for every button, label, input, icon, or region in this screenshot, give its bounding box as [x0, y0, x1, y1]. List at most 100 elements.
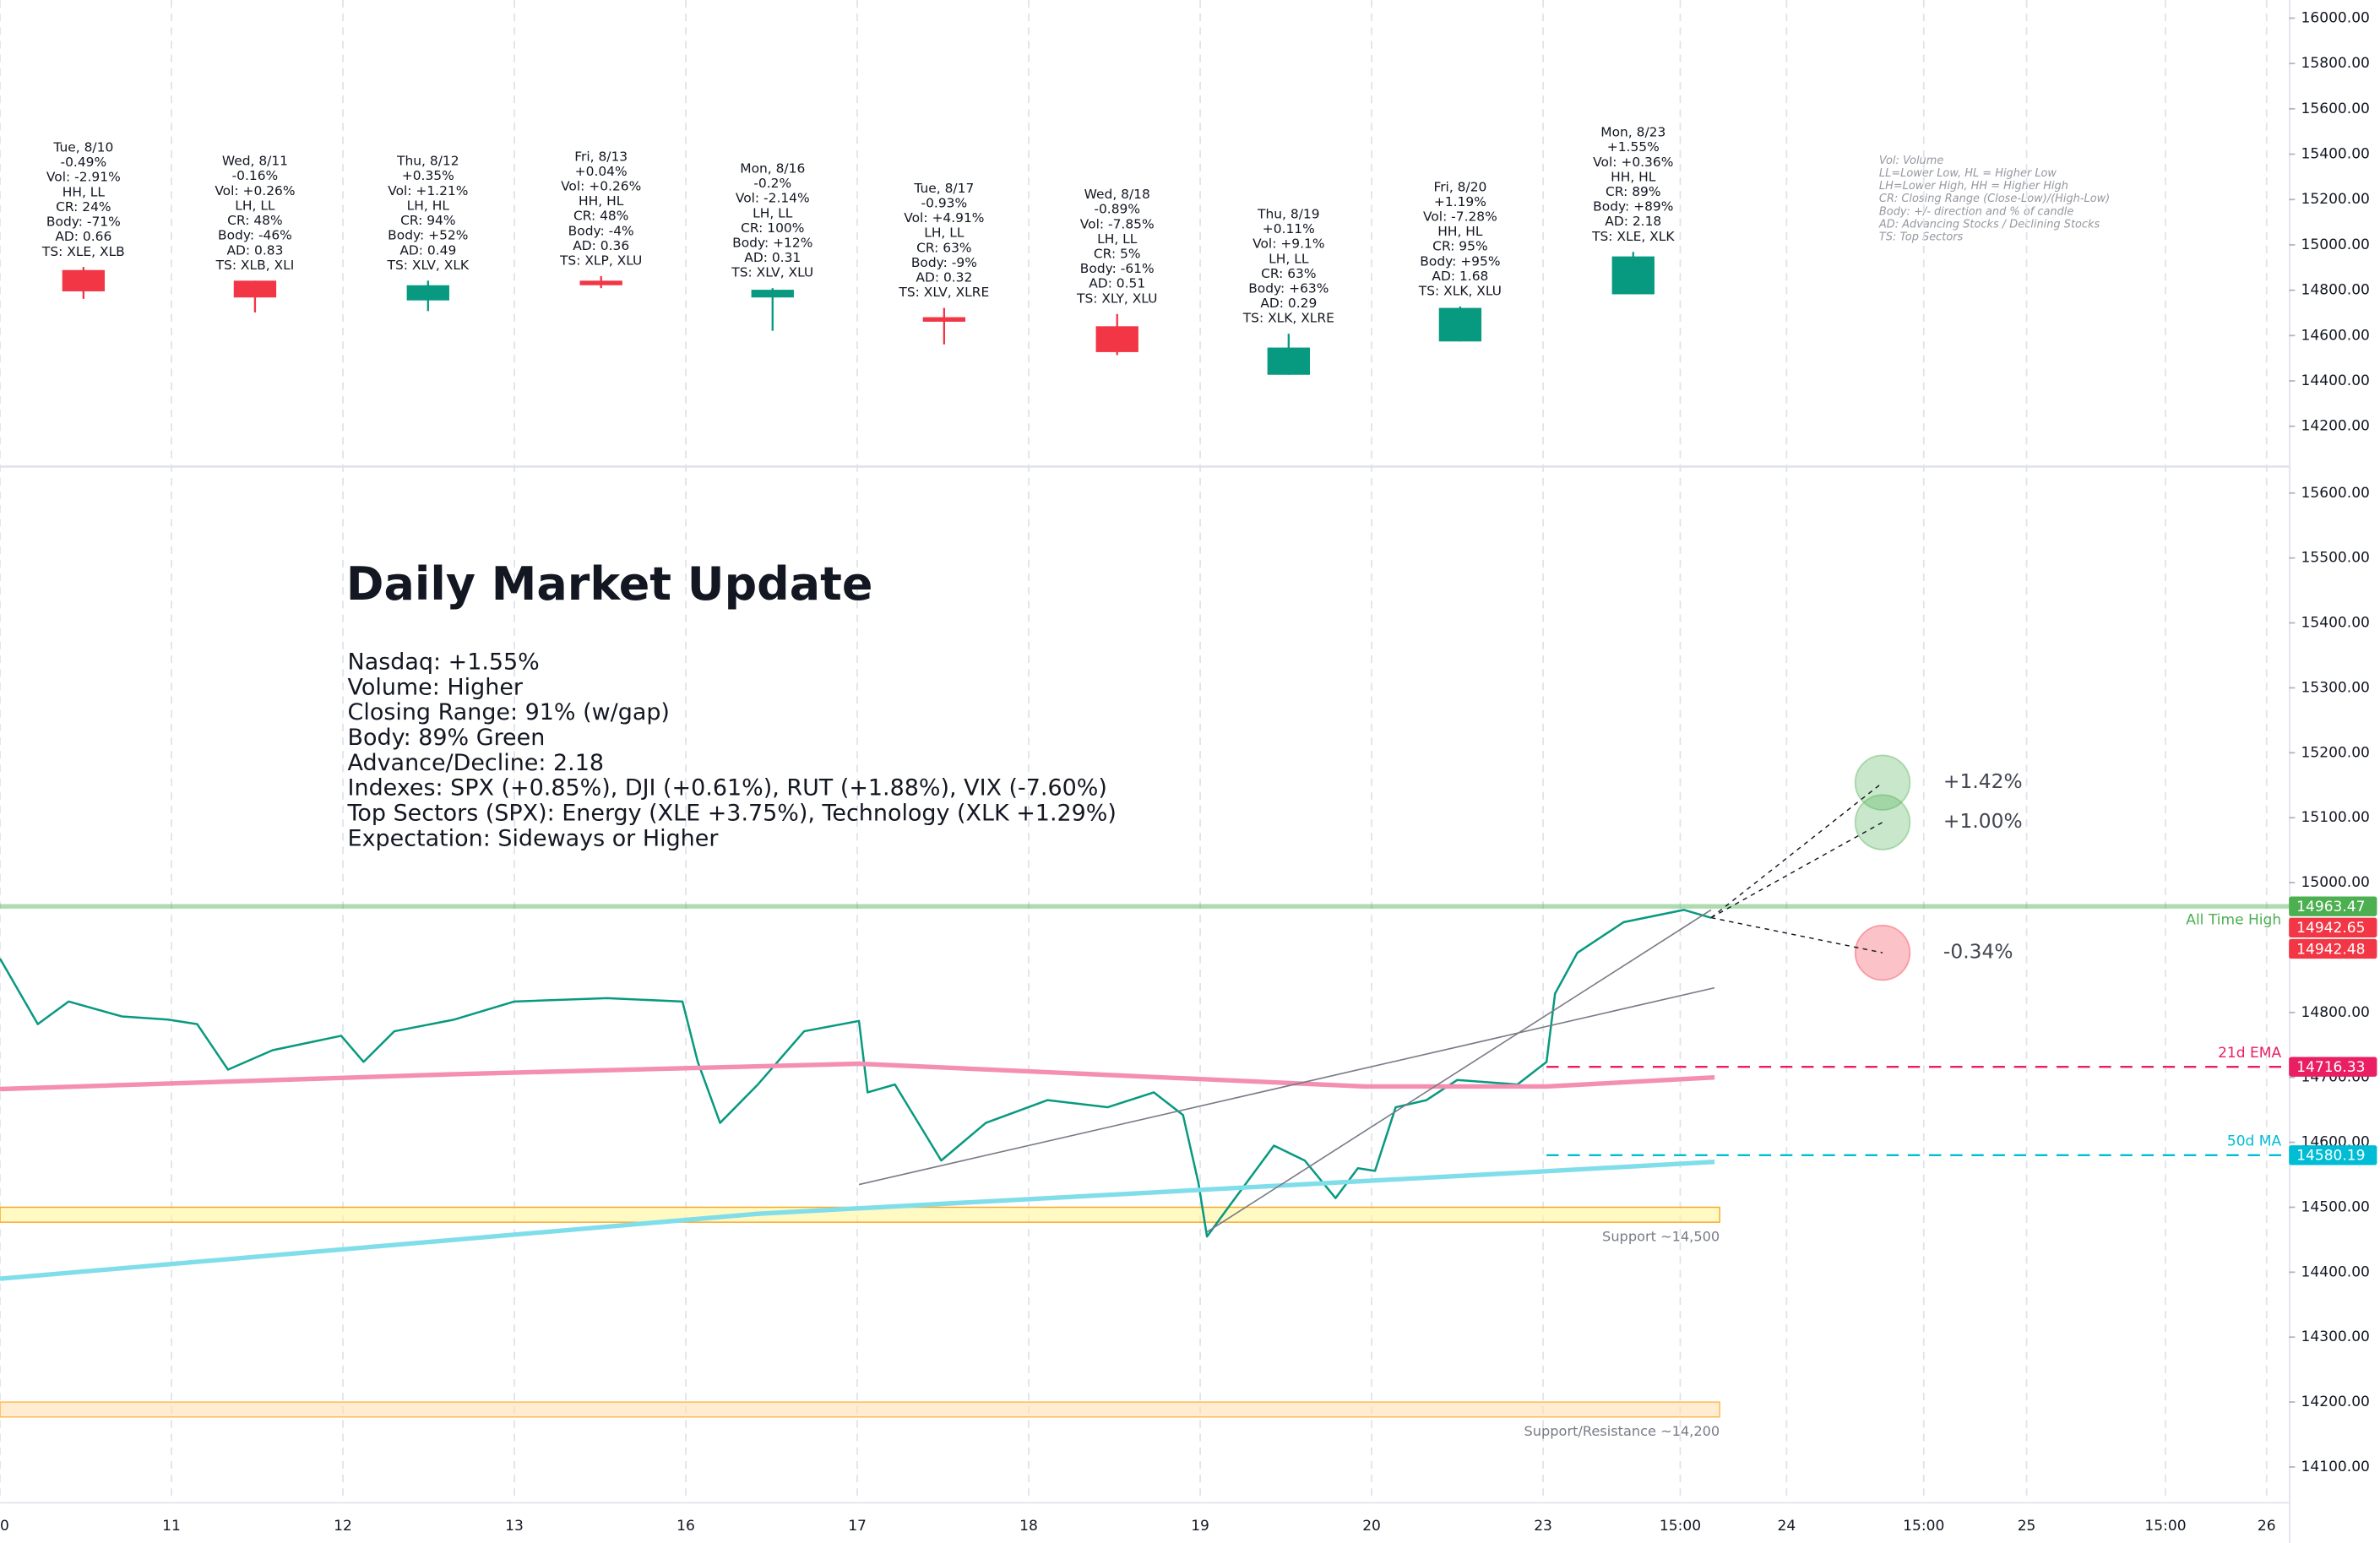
y-tick-label: 15400.00: [2301, 146, 2370, 163]
price-tag-label: 14963.47: [2296, 899, 2365, 915]
candle-body: [579, 280, 622, 285]
candle-detail: Body: +12%: [732, 236, 812, 251]
x-tick-label: 17: [848, 1518, 867, 1535]
y-tick-label: 14600.00: [2301, 327, 2370, 344]
projection-label: +1.42%: [1943, 769, 2023, 793]
legend-note: LL=Lower Low, HL = Higher Low: [1879, 167, 2057, 180]
candle-body: [62, 269, 106, 291]
y-tick-label: 14400.00: [2301, 372, 2370, 389]
candle-detail: TS: XLE, XLK: [1591, 229, 1675, 244]
x-tick-label: 11: [162, 1518, 181, 1535]
candle-detail: CR: 24%: [56, 199, 111, 215]
x-tick-label: 19: [1191, 1518, 1209, 1535]
candle-detail: CR: 5%: [1094, 247, 1141, 262]
price-tag-label: 14716.33: [2296, 1059, 2365, 1076]
candle-detail: +0.04%: [575, 164, 628, 179]
y-tick-label: 14100.00: [2301, 1459, 2370, 1475]
y-tick-label: 15800.00: [2301, 55, 2370, 72]
candle-detail: Body: +95%: [1420, 253, 1500, 269]
candle-detail: LH, LL: [924, 225, 964, 241]
level-label: All Time High: [2186, 911, 2281, 928]
candle-date: Mon, 8/23: [1600, 125, 1665, 140]
candle-date: Thu, 8/19: [1257, 206, 1319, 221]
projection-target: [1854, 754, 1911, 811]
candle-detail: CR: 95%: [1432, 239, 1487, 254]
price-line: [0, 1160, 1715, 1281]
y-tick-label: 15200.00: [2301, 191, 2370, 208]
candle-detail: +0.35%: [402, 168, 454, 183]
legend-note: Body: +/- direction and % of candle: [1879, 205, 2073, 218]
candle-detail: Vol: -7.85%: [1080, 216, 1155, 231]
projection-label: -0.34%: [1943, 940, 2013, 964]
candle-detail: Body: -46%: [218, 228, 292, 243]
x-tick-label: 12: [334, 1518, 352, 1535]
y-tick-label: 14400.00: [2301, 1263, 2370, 1280]
legend-note: TS: Top Sectors: [1879, 231, 1964, 243]
candle-detail: TS: XLB, XLI: [215, 258, 295, 273]
candle-detail: Body: -71%: [46, 215, 121, 230]
candle-detail: LH, HL: [407, 198, 450, 213]
y-tick-label: 16000.00: [2301, 9, 2370, 26]
zone-label: Support/Resistance ~14,200: [1524, 1423, 1720, 1439]
y-tick-label: 15500.00: [2301, 550, 2370, 567]
y-tick-label: 15400.00: [2301, 615, 2370, 632]
price-tag-label: 14580.19: [2296, 1148, 2365, 1165]
candle-detail: CR: 48%: [227, 213, 282, 228]
candle-detail: LH, LL: [235, 198, 275, 213]
price-tag: [2289, 917, 2377, 937]
summary-line: Top Sectors (SPX): Energy (XLE +3.75%), …: [347, 800, 1117, 826]
candle-body: [1095, 326, 1138, 352]
x-tick-label: 15:00: [1903, 1518, 1944, 1535]
candle-date: Thu, 8/12: [396, 154, 459, 169]
candle-detail: LH, LL: [1097, 231, 1138, 247]
candle-date: Tue, 8/17: [913, 181, 974, 196]
legend-note: Vol: Volume: [1879, 155, 1943, 167]
x-tick-label: 13: [505, 1518, 524, 1535]
zone-label: Support ~14,500: [1602, 1229, 1720, 1245]
x-tick-label: 25: [2018, 1518, 2036, 1535]
price-line: [0, 909, 1712, 1238]
candle-detail: CR: 48%: [573, 209, 628, 224]
candle-detail: +0.11%: [1263, 221, 1315, 236]
candle-detail: AD: 0.83: [226, 242, 283, 258]
candle-detail: HH, HL: [1437, 224, 1483, 239]
summary-line: Nasdaq: +1.55%: [348, 649, 540, 676]
candle-detail: +1.19%: [1434, 194, 1486, 209]
candle-detail: AD: 1.68: [1432, 269, 1488, 284]
projection-target: [1854, 794, 1911, 850]
candle-detail: AD: 0.51: [1089, 276, 1145, 291]
candle-detail: -0.49%: [61, 155, 107, 170]
y-tick-label: 14800.00: [2301, 282, 2370, 299]
candle-detail: Vol: -2.91%: [46, 170, 121, 185]
candle-detail: AD: 0.36: [573, 238, 629, 253]
legend-note: AD: Advancing Stocks / Declining Stocks: [1878, 218, 2100, 231]
candle-detail: -0.16%: [232, 168, 279, 183]
summary-line: Expectation: Sideways or Higher: [348, 825, 720, 851]
projection-label: +1.00%: [1943, 809, 2023, 833]
y-tick-label: 14800.00: [2301, 1004, 2370, 1021]
price-tag-label: 14942.65: [2296, 920, 2365, 937]
candle-detail: TS: XLY, XLU: [1076, 291, 1157, 306]
candle-detail: AD: 0.29: [1260, 296, 1317, 311]
price-tag: [2289, 896, 2377, 916]
x-tick-label: 15:00: [1660, 1518, 1701, 1535]
candle-detail: TS: XLE, XLB: [41, 244, 125, 259]
candle-body: [1438, 307, 1482, 342]
candle-detail: Vol: +0.26%: [215, 183, 295, 198]
candle-detail: Vol: -7.28%: [1423, 209, 1497, 224]
candle-detail: Body: +89%: [1593, 199, 1673, 215]
legend-note: LH=Lower High, HH = Higher High: [1879, 180, 2068, 193]
y-tick-label: 14300.00: [2301, 1328, 2370, 1345]
candle-detail: CR: 100%: [741, 220, 804, 236]
candle-date: Fri, 8/13: [574, 149, 628, 164]
candle-detail: LH, LL: [1269, 251, 1309, 266]
legend-note: CR: Closing Range (Close-Low)/(High-Low): [1879, 193, 2110, 205]
summary-line: Body: 89% Green: [348, 725, 546, 751]
y-tick-label: 15300.00: [2301, 679, 2370, 696]
y-tick-label: 15600.00: [2301, 101, 2370, 117]
candle-detail: CR: 63%: [1261, 266, 1316, 281]
zone: [0, 1401, 1720, 1418]
x-tick-label: 18: [1019, 1518, 1038, 1535]
